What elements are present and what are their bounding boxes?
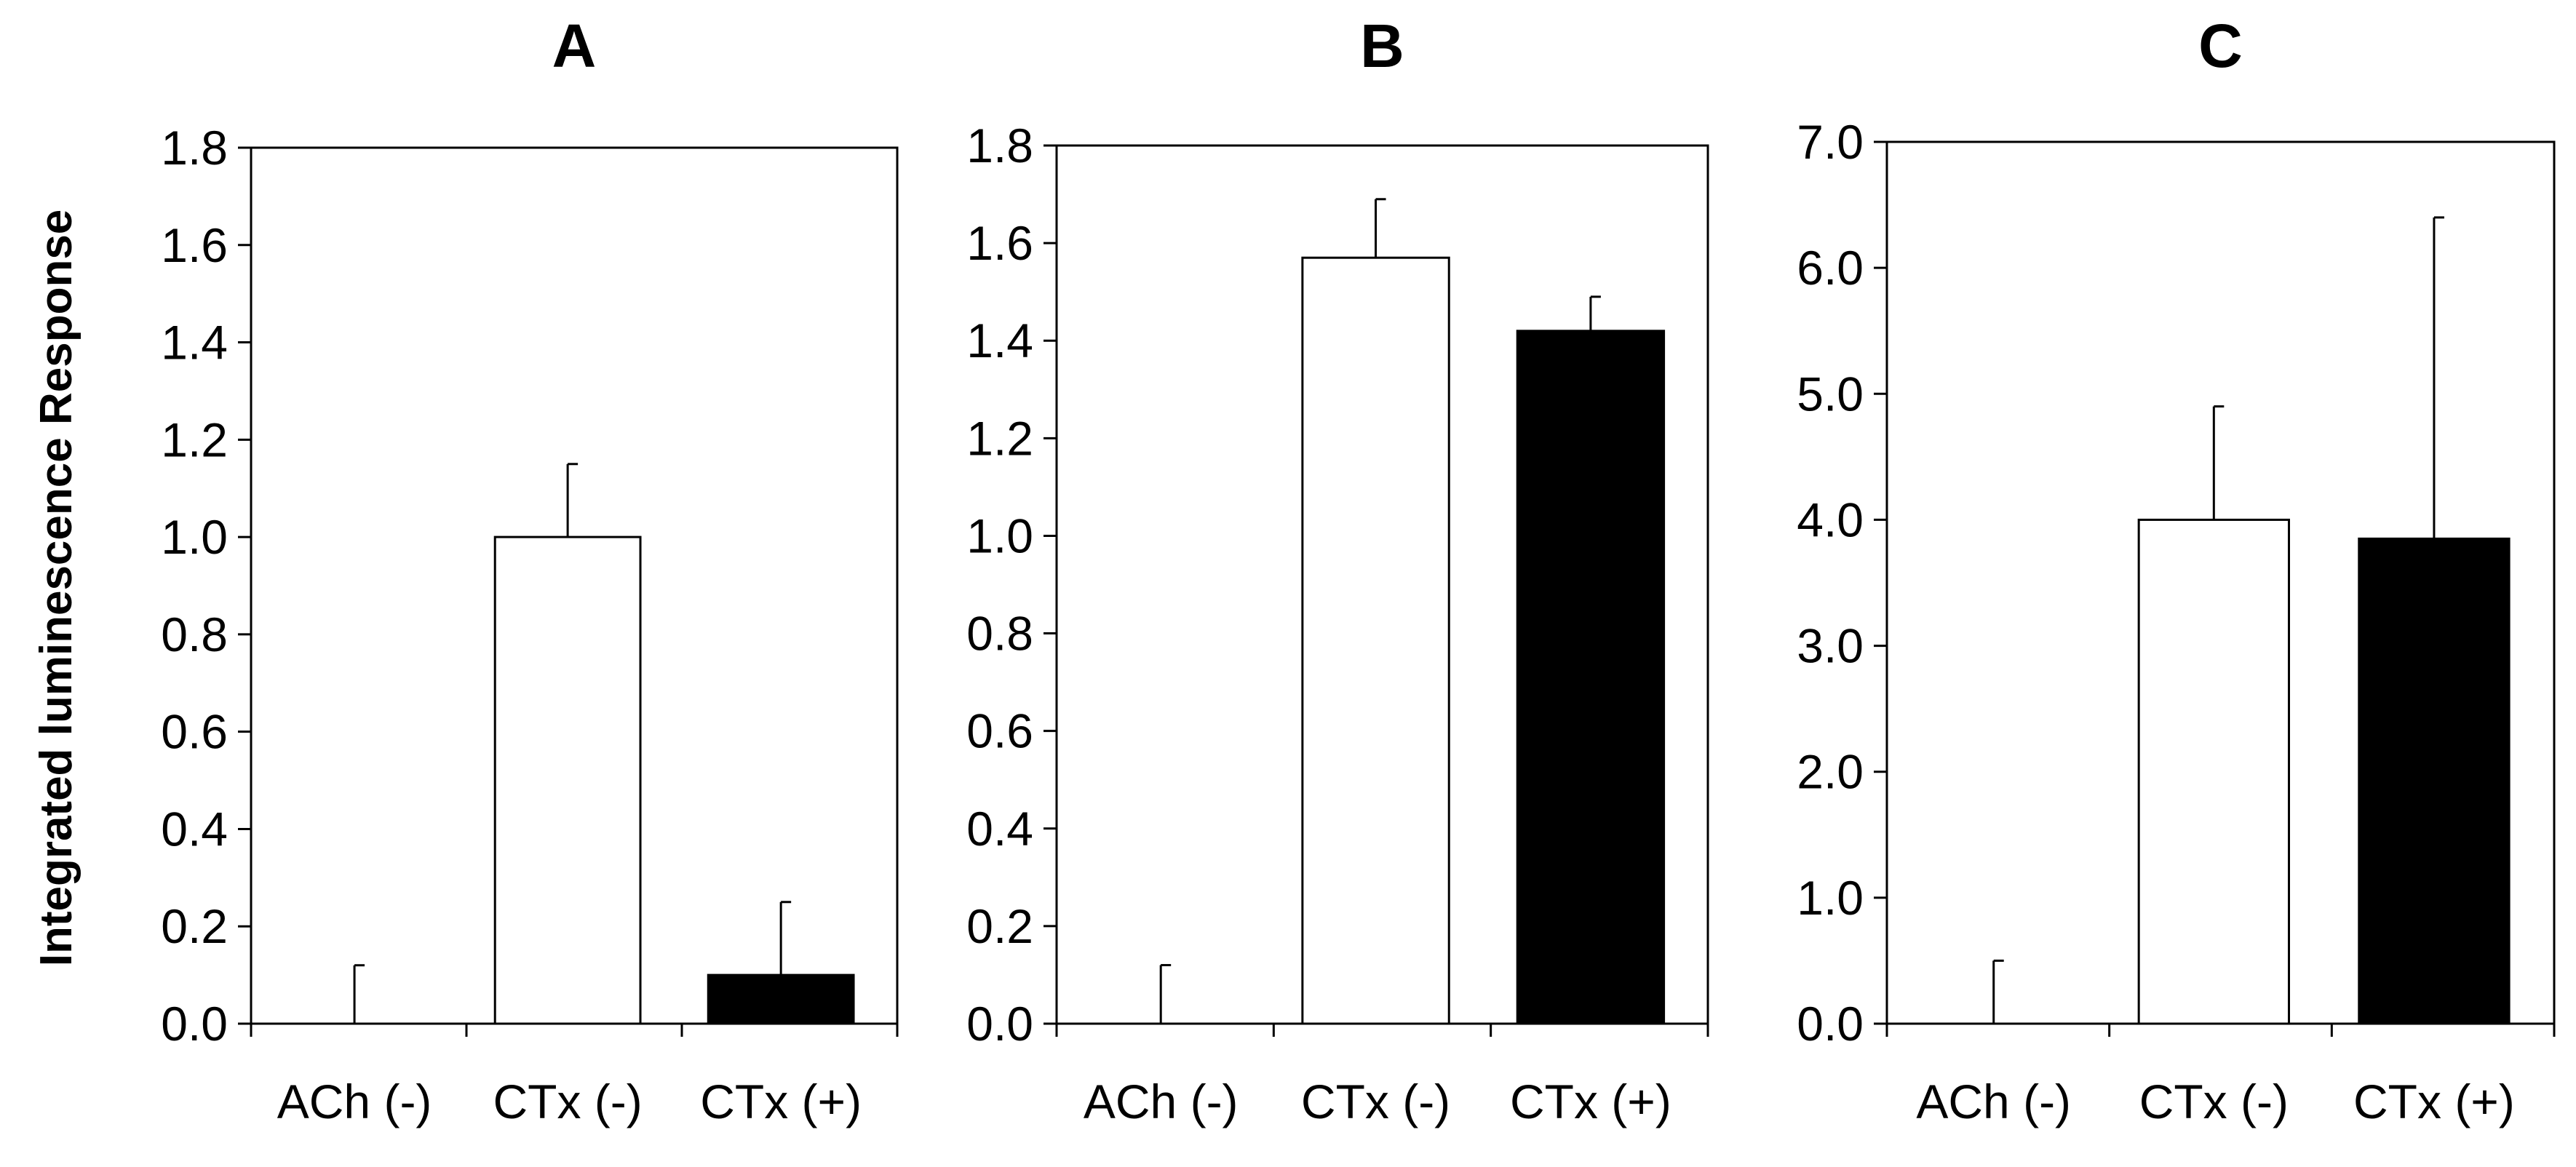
bar xyxy=(707,973,855,1025)
y-tick-label: 1.6 xyxy=(161,218,228,272)
category-label: ACh (-) xyxy=(1084,1075,1239,1128)
y-tick-label: 0.8 xyxy=(161,608,228,661)
y-tick-label: 0.4 xyxy=(161,802,228,856)
bar xyxy=(2137,518,2290,1025)
y-tick-label: 0.4 xyxy=(966,802,1033,856)
category-label: CTx (-) xyxy=(1301,1075,1450,1128)
y-tick-label: 0.0 xyxy=(966,997,1033,1051)
category-label: CTx (+) xyxy=(1510,1075,1671,1128)
y-tick-label: 4.0 xyxy=(1797,493,1864,546)
category-label: CTx (-) xyxy=(493,1075,642,1128)
category-label: CTx (+) xyxy=(2353,1075,2515,1128)
y-tick-label: 6.0 xyxy=(1797,241,1864,295)
category-label: CTx (+) xyxy=(700,1075,862,1128)
y-tick-label: 5.0 xyxy=(1797,367,1864,421)
y-tick-label: 0.6 xyxy=(966,704,1033,758)
panels: A 0.0 0.2 0.4 0.6 0.8 1.0 1.2 1.4 1.6 1.8 ACh (-) CT… xyxy=(161,12,2556,1128)
y-tick-label: 1.2 xyxy=(161,413,228,466)
bar xyxy=(2358,537,2511,1025)
panel-title: C xyxy=(2198,12,2243,80)
y-tick-label: 0.2 xyxy=(966,899,1033,953)
y-tick-label: 0.6 xyxy=(161,705,228,759)
bar xyxy=(493,535,642,1025)
y-tick-label: 3.0 xyxy=(1797,619,1864,673)
category-label: ACh (-) xyxy=(1916,1075,2071,1128)
y-tick-label: 0.8 xyxy=(966,607,1033,661)
bar xyxy=(1516,330,1666,1025)
bar xyxy=(1301,256,1450,1025)
y-tick-label: 1.8 xyxy=(161,121,228,175)
y-tick-label: 1.8 xyxy=(966,119,1033,172)
chart-panel-A: A 0.0 0.2 0.4 0.6 0.8 1.0 1.2 1.4 1.6 1.8 ACh (-) CT… xyxy=(161,12,899,1128)
y-tick-label: 2.0 xyxy=(1797,745,1864,799)
y-tick-label: 1.0 xyxy=(966,509,1033,562)
chart-panel-B: B 0.0 0.2 0.4 0.6 0.8 1.0 1.2 1.4 1.6 1.8 ACh (-) CT… xyxy=(966,12,1709,1128)
y-tick-label: 1.0 xyxy=(161,510,228,564)
y-tick-label: 1.4 xyxy=(161,316,228,370)
panel-title: A xyxy=(552,12,597,80)
y-axis-label: Integrated luminescence Response xyxy=(31,210,82,967)
y-tick-label: 1.6 xyxy=(966,216,1033,270)
y-tick-label: 0.0 xyxy=(1797,997,1864,1051)
y-tick-label: 1.2 xyxy=(966,411,1033,465)
y-tick-label: 1.4 xyxy=(966,314,1033,367)
chart-panel-C: C 0.0 1.0 2.0 3.0 4.0 5.0 6.0 7.0 ACh (-) CTx (-) C… xyxy=(1797,12,2556,1128)
category-label: CTx (-) xyxy=(2139,1075,2289,1128)
panel-title: B xyxy=(1360,12,1404,80)
y-tick-label: 0.0 xyxy=(161,997,228,1051)
y-tick-label: 1.0 xyxy=(1797,871,1864,925)
y-tick-label: 0.2 xyxy=(161,899,228,953)
category-label: ACh (-) xyxy=(277,1075,432,1128)
y-tick-label: 7.0 xyxy=(1797,115,1864,169)
